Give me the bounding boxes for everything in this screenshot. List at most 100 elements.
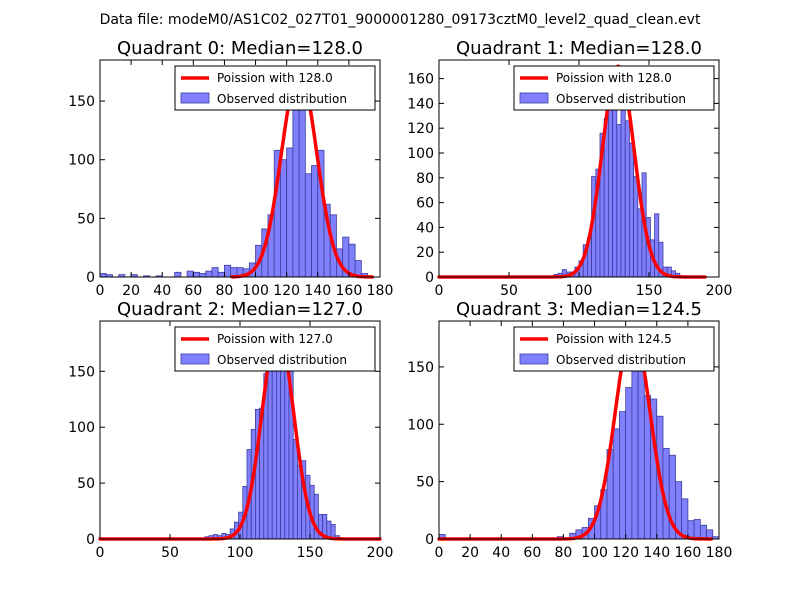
legend-label-poisson: Poission with 124.5 xyxy=(556,332,672,346)
legend-label-observed: Observed distribution xyxy=(217,353,347,367)
histogram-bar xyxy=(292,439,298,540)
histogram-bar xyxy=(298,104,306,278)
y-tick-label: 140 xyxy=(407,96,434,112)
histogram-bar xyxy=(205,270,213,278)
legend-label-poisson: Poission with 128.0 xyxy=(556,71,672,85)
y-tick-label: 80 xyxy=(416,171,434,187)
x-tick-label: 140 xyxy=(304,283,331,299)
quadrant-1-panel: Quadrant 1: Median=128.0 0 50 100 150 200 0 20 4… xyxy=(407,38,732,299)
x-tick-label: 60 xyxy=(184,283,202,299)
quadrant-3-panel: Quadrant 3: Median=124.50 20 40 60 80 100 120 1… xyxy=(407,299,732,561)
histogram-bar xyxy=(99,273,107,278)
y-tick-label: 100 xyxy=(68,153,95,169)
legend-label-observed: Observed distribution xyxy=(556,353,686,367)
quadrant-1-title: Quadrant 1: Median=128.0 xyxy=(456,38,702,59)
legend-bar-swatch xyxy=(180,92,210,104)
legend-box xyxy=(174,65,376,111)
legend-bar-swatch xyxy=(180,353,210,365)
y-tick-label: 20 xyxy=(416,245,434,261)
histogram-bar xyxy=(633,176,639,278)
histogram-bar xyxy=(186,270,194,278)
x-tick-label: 100 xyxy=(242,283,269,299)
y-tick-label: 40 xyxy=(416,220,434,236)
legend-label-observed: Observed distribution xyxy=(217,92,347,106)
x-tick-label: 200 xyxy=(367,545,394,561)
quadrant-0-title: Quadrant 0: Median=128.0 xyxy=(117,38,363,59)
histogram-bar xyxy=(211,267,219,278)
histogram-bar xyxy=(292,108,300,278)
quadrant-0-panel: Quadrant 0: Median=128.00 20 40 60 80 100 120 1… xyxy=(68,38,393,299)
y-tick-label: 150 xyxy=(68,94,95,110)
histogram-bar xyxy=(693,519,701,540)
histogram-bar xyxy=(699,524,707,540)
x-tick-label: 80 xyxy=(555,545,573,561)
histogram-bar xyxy=(280,346,286,540)
x-tick-label: 120 xyxy=(612,545,639,561)
histogram-bar xyxy=(612,428,620,540)
legend-label-poisson: Poission with 127.0 xyxy=(217,332,333,346)
y-tick-label: 150 xyxy=(407,360,434,376)
y-tick-label: 0 xyxy=(86,270,95,286)
axes-frame xyxy=(99,59,381,278)
y-tick-label: 50 xyxy=(77,211,95,227)
histogram-bar xyxy=(224,264,232,278)
x-tick-label: 160 xyxy=(336,283,363,299)
x-tick-label: 40 xyxy=(153,283,171,299)
figure-suptitle: Data file: modeM0/AS1C02_027T01_90000012… xyxy=(100,12,701,28)
x-tick-label: 140 xyxy=(643,545,670,561)
x-tick-label: 20 xyxy=(461,545,479,561)
histogram-bar xyxy=(637,359,645,540)
y-tick-label: 100 xyxy=(407,146,434,162)
y-tick-label: 0 xyxy=(425,532,434,548)
quadrant-2-panel: Quadrant 2: Median=127.0 0 50 100 150 200 0 50 1… xyxy=(68,299,393,561)
histogram-bar xyxy=(625,387,633,540)
x-tick-label: 50 xyxy=(161,545,179,561)
quadrant-2-title: Quadrant 2: Median=127.0 xyxy=(117,299,363,320)
quadrant-3-legend: Poission with 124.5 Observed distribution xyxy=(513,326,715,372)
y-tick-label: 160 xyxy=(407,72,434,88)
legend-bar-swatch xyxy=(519,353,549,365)
x-tick-label: 0 xyxy=(435,283,444,299)
histogram-bar xyxy=(637,208,643,278)
histogram-bar xyxy=(616,124,622,278)
histogram-bar xyxy=(199,273,207,278)
histogram-bar xyxy=(311,165,319,278)
x-tick-label: 0 xyxy=(96,283,105,299)
x-tick-label: 40 xyxy=(492,545,510,561)
histogram-bar xyxy=(624,120,630,278)
quadrant-1-legend: Poission with 128.0 Observed distribution xyxy=(513,65,715,111)
y-tick-label: 50 xyxy=(77,476,95,492)
y-tick-label: 60 xyxy=(416,196,434,212)
legend-bar-swatch xyxy=(519,92,549,104)
legend-label-observed: Observed distribution xyxy=(556,92,686,106)
x-tick-label: 0 xyxy=(435,545,444,561)
histogram-bar xyxy=(280,159,288,278)
x-tick-label: 100 xyxy=(581,545,608,561)
axes-frame xyxy=(438,320,720,540)
histogram-bar xyxy=(629,142,635,278)
quadrant-2-legend: Poission with 127.0 Observed distribution xyxy=(174,326,376,372)
histogram-bar xyxy=(275,341,281,540)
x-tick-label: 100 xyxy=(566,283,593,299)
histogram-bar xyxy=(192,271,200,278)
y-tick-label: 150 xyxy=(68,364,95,380)
x-tick-label: 20 xyxy=(122,283,140,299)
histogram-bar xyxy=(304,173,312,278)
x-tick-label: 150 xyxy=(636,283,663,299)
histogram-bar xyxy=(631,357,639,540)
legend-label-poisson: Poission with 128.0 xyxy=(217,71,333,85)
x-tick-label: 60 xyxy=(523,545,541,561)
y-tick-label: 50 xyxy=(416,475,434,491)
x-tick-label: 100 xyxy=(227,545,254,561)
x-tick-label: 160 xyxy=(675,545,702,561)
x-tick-label: 120 xyxy=(273,283,300,299)
y-tick-label: 100 xyxy=(68,420,95,436)
x-tick-label: 0 xyxy=(96,545,105,561)
x-tick-label: 150 xyxy=(297,545,324,561)
histogram-bar xyxy=(619,411,627,540)
quadrant-3-title: Quadrant 3: Median=124.5 xyxy=(456,299,702,320)
x-tick-label: 50 xyxy=(500,283,518,299)
y-tick-label: 0 xyxy=(86,532,95,548)
histogram-bar xyxy=(267,363,273,540)
